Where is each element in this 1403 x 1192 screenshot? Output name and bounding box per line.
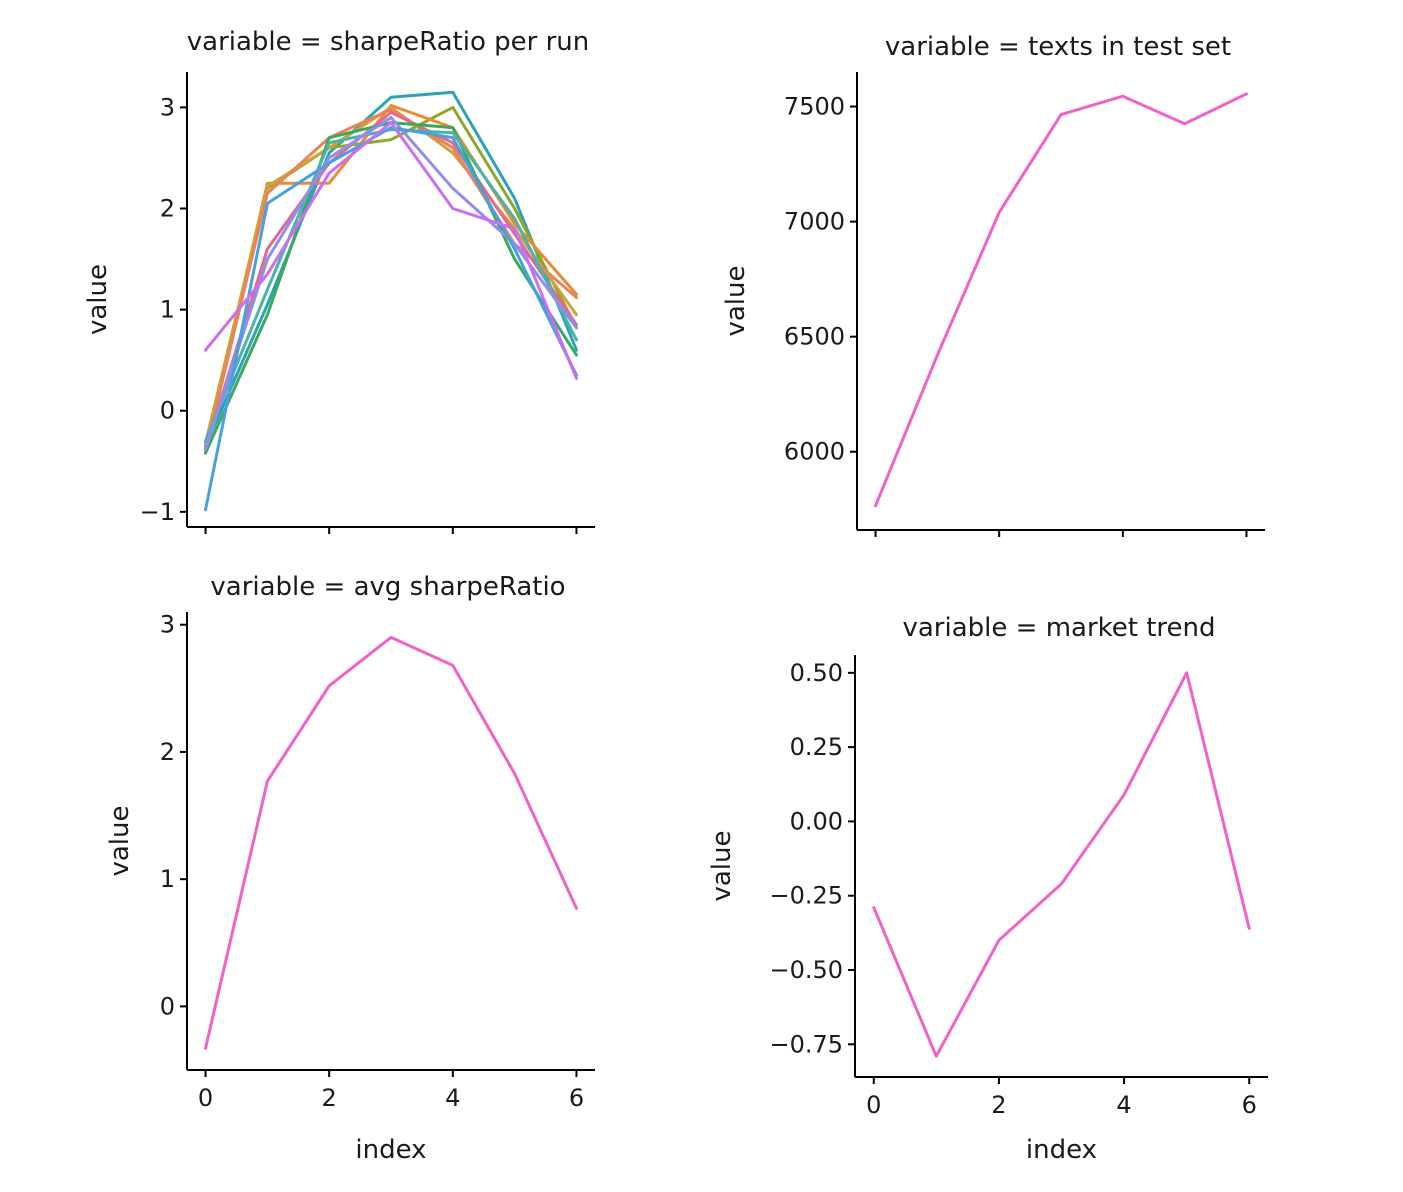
facet-panel-2: variable = avg sharpeRatio 0 1 2 3 0 2 4 6 value i…: [105, 572, 595, 1165]
y-tick-label: 1: [160, 296, 175, 324]
x-tick-label: 6: [1242, 1091, 1257, 1119]
facet-panel-3: variable = market trend −0.75 −0.50 −0.25 0.…: [707, 613, 1268, 1165]
series-line-0: [874, 92, 1248, 508]
y-tick-label: 7000: [784, 208, 845, 236]
y-tick-label: 3: [160, 93, 175, 121]
y-axis-label: value: [721, 265, 751, 336]
y-tick-label: −0.50: [769, 956, 843, 984]
y-tick-label: 2: [160, 738, 175, 766]
panel-title: variable = avg sharpeRatio: [210, 572, 565, 602]
series-line-10: [204, 121, 578, 380]
y-tick-label: 6500: [784, 323, 845, 351]
x-tick-label: 0: [198, 1084, 213, 1112]
x-tick-label: 2: [322, 1084, 337, 1112]
panel-title: variable = sharpeRatio per run: [187, 27, 589, 57]
y-tick-label: 1: [160, 865, 175, 893]
x-tick-label: 2: [991, 1091, 1006, 1119]
series-line-2: [204, 103, 578, 453]
panel-title: variable = market trend: [902, 613, 1215, 643]
x-axis-label: index: [1026, 1135, 1097, 1165]
y-tick-label: 2: [160, 195, 175, 223]
y-tick-label: −0.25: [769, 882, 843, 910]
x-tick-label: 4: [445, 1084, 460, 1112]
y-axis-label: value: [105, 805, 135, 876]
y-tick-label: 0.50: [790, 659, 843, 687]
y-axis-label: value: [83, 264, 113, 335]
panel-title: variable = texts in test set: [885, 32, 1231, 62]
y-tick-label: 0.25: [790, 733, 843, 761]
series-line-0: [204, 635, 578, 1050]
y-tick-label: −1: [140, 498, 175, 526]
series-line-9: [204, 126, 578, 512]
x-tick-label: 4: [1116, 1091, 1131, 1119]
series-line-6: [204, 121, 578, 455]
x-tick-label: 6: [569, 1084, 584, 1112]
x-axis-label: index: [355, 1135, 426, 1165]
y-tick-label: 0: [160, 397, 175, 425]
y-tick-label: 6000: [784, 438, 845, 466]
y-tick-label: 7500: [784, 93, 845, 121]
series-line-7: [204, 128, 578, 443]
y-tick-label: −0.75: [769, 1030, 843, 1058]
series-line-8: [204, 116, 578, 451]
series-line-5: [204, 110, 578, 451]
y-tick-label: 3: [160, 611, 175, 639]
facet-panel-0: variable = sharpeRatio per run −1 0 1 2 3 valu…: [83, 27, 595, 534]
facet-panel-1: variable = texts in test set 6000 6500 7000…: [721, 32, 1265, 537]
y-tick-label: 0: [160, 992, 175, 1020]
series-line-0: [204, 90, 578, 448]
y-tick-label: 0.00: [790, 807, 843, 835]
y-axis-label: value: [707, 830, 737, 901]
x-tick-label: 0: [866, 1091, 881, 1119]
series-line-0: [872, 671, 1251, 1058]
